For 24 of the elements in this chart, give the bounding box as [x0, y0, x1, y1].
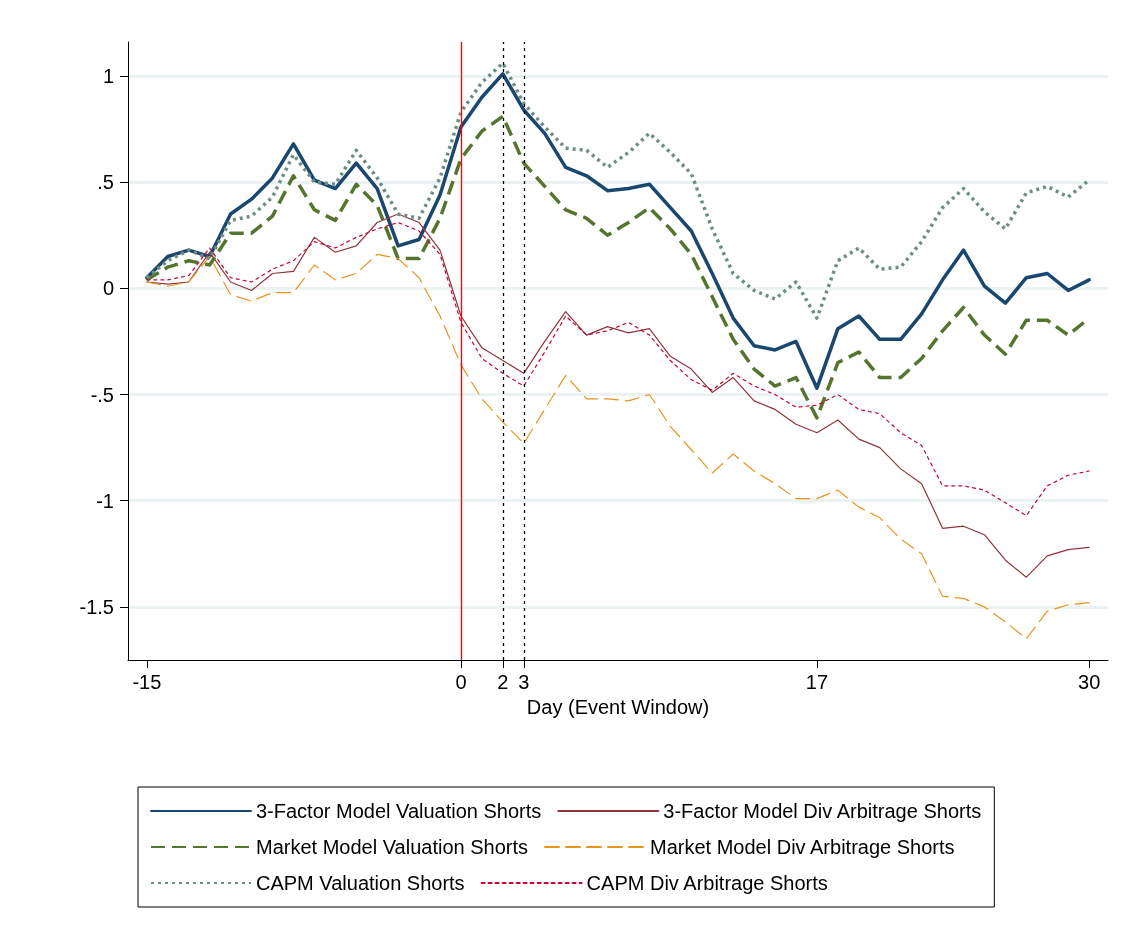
line-series: [146, 253, 1090, 640]
x-tick-label: -15: [132, 671, 162, 693]
x-tick-label: 30: [1078, 671, 1101, 693]
y-tick-label: -1.5: [79, 595, 114, 618]
x-axis-title: Day (Event Window): [526, 695, 710, 718]
legend-label: Market Model Div Arbitrage Shorts: [649, 836, 955, 858]
legend-label: 3-Factor Model Valuation Shorts: [256, 800, 542, 822]
legend-label: 3-Factor Model Div Arbitrage Shorts: [663, 800, 982, 822]
x-tick-label: 2: [497, 671, 509, 693]
y-tick-label: .5: [97, 171, 114, 194]
y-tick-label: -.5: [90, 383, 114, 406]
line-series: [145, 61, 1091, 320]
y-tick-label: -1: [96, 489, 114, 512]
legend-label: CAPM Valuation Shorts: [256, 872, 465, 894]
legend-label: CAPM Div Arbitrage Shorts: [586, 872, 828, 894]
y-tick-label: 1: [102, 64, 114, 87]
legend-label: Market Model Valuation Shorts: [256, 836, 528, 858]
x-tick-label: 3: [518, 671, 530, 693]
line-series: [145, 72, 1091, 390]
x-tick-label: 0: [455, 671, 467, 693]
y-tick-label: 0: [102, 277, 114, 300]
line-series: [146, 221, 1090, 517]
x-tick-label: 17: [805, 671, 829, 693]
line-series: [146, 213, 1090, 578]
